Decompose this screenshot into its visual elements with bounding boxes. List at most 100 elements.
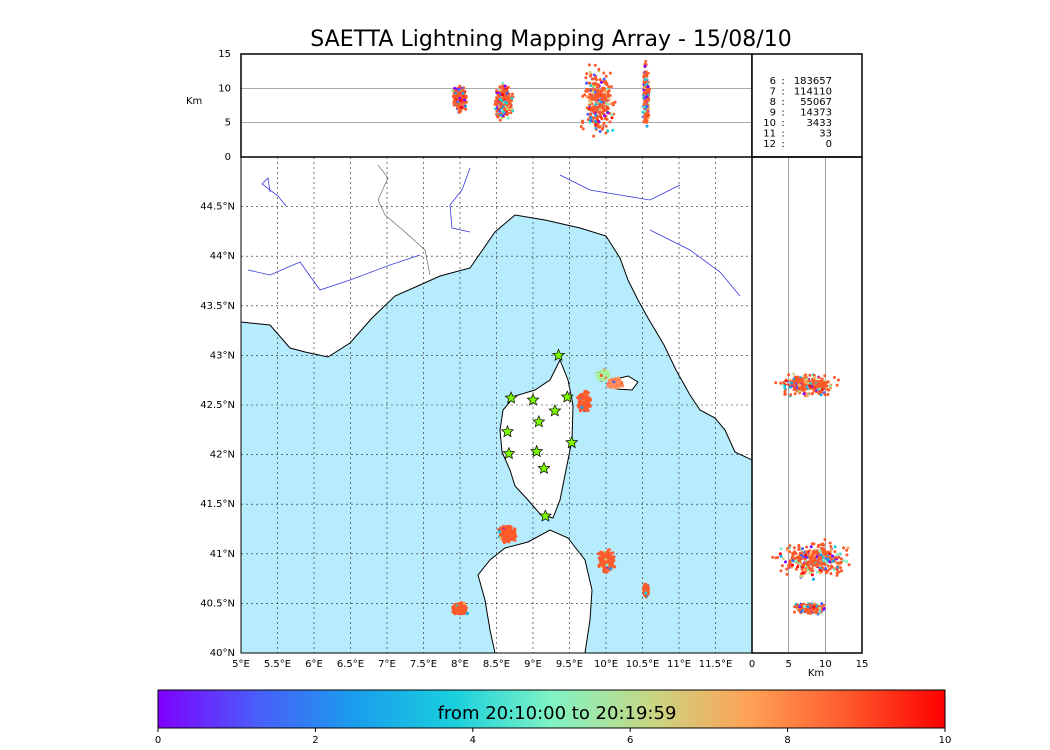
map-x-tick-label: 9.5°E (556, 659, 583, 670)
colorbar-tick-label: 10 (939, 735, 952, 746)
top-source-point (645, 124, 649, 128)
side-source-point (809, 568, 813, 572)
top-source-point (643, 80, 647, 84)
side-source-point (779, 569, 783, 573)
source-point (597, 376, 601, 380)
top-source-point (605, 101, 608, 105)
side-source-point (847, 563, 851, 567)
source-point (598, 552, 602, 556)
source-point (457, 606, 461, 610)
map-y-tick-label: 43°N (210, 350, 235, 361)
source-point (611, 551, 615, 555)
side-source-point (808, 373, 812, 377)
side-source-point (802, 555, 806, 559)
top-y-tick-label: 15 (218, 49, 231, 60)
top-source-point (607, 85, 611, 89)
map-y-tick-label: 44°N (210, 251, 235, 262)
top-source-point (644, 70, 648, 74)
source-point (504, 529, 508, 533)
top-source-point (602, 106, 606, 110)
top-panel-grid (241, 87, 752, 124)
source-point (644, 586, 649, 590)
side-source-point (801, 564, 805, 567)
top-source-point (600, 127, 604, 131)
side-source-point (789, 393, 793, 397)
top-source-point (603, 93, 607, 97)
top-source-point (498, 85, 502, 89)
side-source-point (828, 560, 832, 564)
top-source-point (498, 97, 502, 101)
top-source-point (646, 88, 650, 92)
side-source-point (786, 548, 790, 552)
top-source-point (459, 98, 463, 102)
side-source-point (823, 374, 827, 378)
top-source-point (592, 110, 596, 114)
source-point (454, 605, 458, 609)
top-source-point (589, 112, 592, 116)
side-panel-grid (788, 157, 826, 653)
side-source-point (833, 545, 837, 549)
source-point (585, 394, 589, 398)
top-source-point (588, 70, 592, 74)
side-source-point (832, 568, 836, 572)
top-source-point (451, 89, 455, 93)
map-grid (241, 157, 752, 653)
top-source-point (461, 88, 465, 92)
station-star (526, 393, 540, 406)
river-line (649, 229, 741, 297)
side-source-point (821, 549, 825, 553)
top-source-point (610, 113, 614, 117)
side-source-point (820, 380, 824, 384)
side-source-point (828, 541, 832, 545)
top-source-point (580, 119, 584, 123)
side-source-point (836, 378, 840, 382)
side-source-point (842, 559, 845, 563)
source-point (613, 565, 617, 569)
source-point (507, 540, 511, 544)
top-source-point (646, 97, 650, 101)
source-point (606, 548, 610, 553)
source-point (602, 568, 606, 572)
legend-row-label: 8 (770, 97, 776, 108)
top-source-point (503, 107, 507, 111)
map-x-tick-label: 6°E (305, 659, 323, 670)
river-line (449, 167, 471, 233)
side-source-point (774, 381, 778, 385)
source-point (606, 555, 610, 559)
side-source-point (821, 566, 825, 570)
side-source-point (818, 564, 822, 568)
legend-row-label: 12 (763, 139, 776, 150)
top-source-point (505, 101, 509, 105)
side-source-point (776, 556, 780, 559)
side-source-point (799, 574, 803, 578)
side-source-point (771, 555, 775, 559)
top-source-point (593, 98, 597, 102)
top-source-point (593, 77, 597, 81)
top-source-point (594, 103, 598, 106)
side-x-tick-label: 5 (785, 659, 791, 670)
top-source-point (645, 119, 649, 123)
sardinia (477, 529, 593, 653)
top-source-point (511, 92, 514, 96)
source-point (611, 382, 616, 386)
source-point (599, 373, 604, 378)
side-source-point (808, 611, 812, 615)
top-source-point (497, 100, 501, 104)
map-x-tick-label: 9°E (524, 659, 542, 670)
side-source-point (824, 567, 827, 571)
corsica (499, 358, 574, 519)
side-source-point (818, 385, 822, 389)
top-source-point (611, 128, 615, 132)
source-point (607, 379, 611, 383)
top-source-point (501, 93, 504, 97)
top-source-point (604, 74, 608, 78)
map-y-tick-label: 41.5°N (200, 499, 235, 510)
legend-row-count: 3433 (807, 118, 832, 129)
top-source-point (585, 106, 589, 110)
side-source-point (800, 379, 804, 383)
side-source-point (815, 610, 819, 614)
side-source-point (784, 560, 787, 564)
top-source-point (599, 80, 603, 84)
source-point (615, 380, 620, 384)
legend-row-label: 6 (770, 76, 776, 87)
